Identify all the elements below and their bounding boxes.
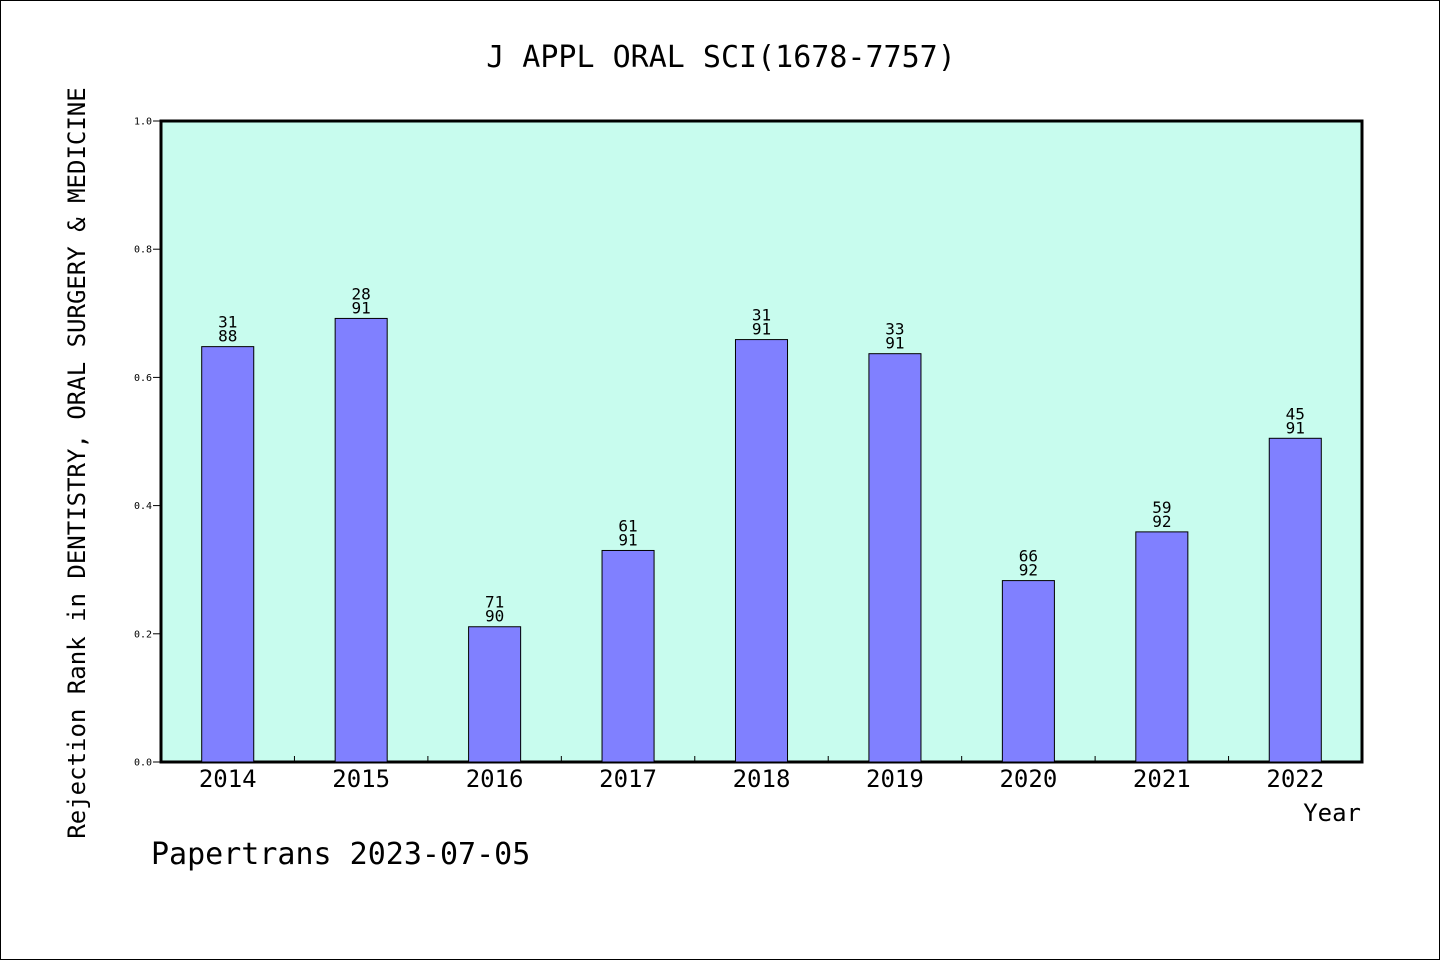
y-tick-label: 0.4: [134, 501, 152, 512]
bar-2017: [601, 549, 655, 763]
y-axis-label: Rejection Rank in DENTISTRY, ORAL SURGER…: [63, 87, 91, 838]
chart-title: J APPL ORAL SCI(1678-7757): [486, 40, 956, 75]
x-tick-label: 2015: [332, 765, 390, 793]
bar-label-rank: 31: [752, 306, 771, 325]
y-tick-label: 0.6: [134, 373, 152, 384]
x-tick-label: 2021: [1133, 765, 1191, 793]
bar-label-rank: 66: [1019, 547, 1038, 566]
bar-2020: [1001, 580, 1055, 763]
bar-2014: [201, 346, 255, 763]
y-tick-label: 1.0: [134, 117, 152, 128]
bar-label-total: 88: [218, 327, 237, 346]
bar-label-rank: 31: [218, 313, 237, 332]
bar-2016: [468, 626, 522, 763]
x-tick-label: 2020: [999, 765, 1057, 793]
y-tick-label: 0.8: [134, 245, 152, 256]
bar-2022: [1268, 437, 1322, 763]
bar-label-rank: 61: [618, 516, 637, 535]
bar-2015: [334, 317, 388, 763]
x-tick-label: 2014: [199, 765, 257, 793]
y-tick-label: 0.0: [134, 758, 152, 769]
x-tick-label: 2019: [866, 765, 924, 793]
bar-label-total: 90: [485, 607, 504, 626]
bar-label-rank: 59: [1152, 498, 1171, 517]
y-tick-label: 0.2: [134, 629, 152, 640]
bar-label-total: 91: [752, 320, 771, 339]
bar-label-rank: 71: [485, 593, 504, 612]
bar-label-total: 91: [352, 298, 371, 317]
bar-label-rank: 28: [352, 284, 371, 303]
x-axis-ticks: 2014 2015 2016 2017 2018 2019 2020 2021 2022: [199, 756, 1324, 793]
bar-label-total: 91: [1286, 418, 1305, 437]
bar-2018: [734, 339, 789, 763]
bar-2019: [868, 353, 922, 763]
x-tick-label: 2017: [599, 765, 657, 793]
bar-label-total: 92: [1019, 561, 1038, 580]
x-axis-label: Year: [1303, 799, 1361, 827]
bar-label-total: 91: [885, 334, 904, 353]
x-tick-label: 2022: [1266, 765, 1324, 793]
bar-2021: [1135, 531, 1189, 763]
bars: [201, 317, 1322, 763]
bar-label-rank: 33: [885, 320, 904, 339]
y-axis-ticks: 0.0 0.2 0.4 0.6 0.8 1.0: [134, 117, 161, 769]
x-tick-label: 2016: [466, 765, 524, 793]
x-tick-label: 2018: [733, 765, 791, 793]
bar-label-total: 91: [618, 530, 637, 549]
bar-label-total: 92: [1152, 512, 1171, 531]
bar-label-rank: 45: [1286, 404, 1305, 423]
footer-credit: Papertrans 2023-07-05: [151, 837, 530, 872]
